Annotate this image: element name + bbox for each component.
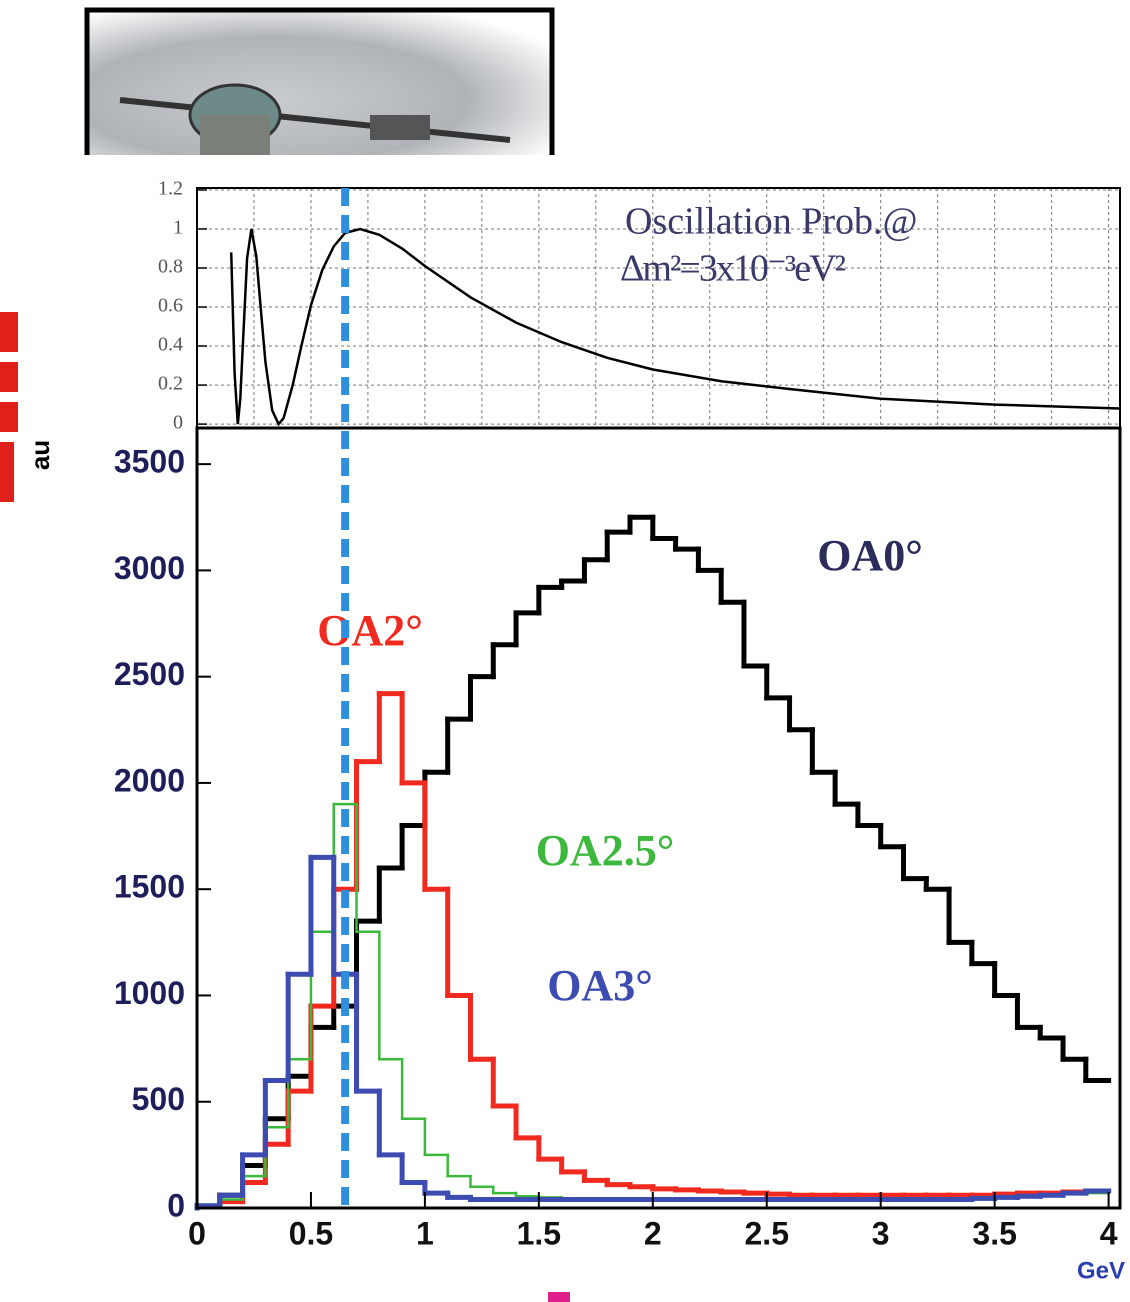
y-tick-label: 1000 (114, 975, 185, 1011)
y-tick-label: 1500 (114, 869, 185, 905)
y-tick-label: 0.6 (158, 295, 183, 317)
y-tick-label: 3000 (114, 550, 185, 586)
y-tick-label: 0.8 (158, 256, 183, 278)
edge-fragments (0, 312, 570, 1302)
plot-frame (195, 426, 1122, 1210)
x-tick-label: 1 (416, 1215, 434, 1251)
x-tick-label: 2.5 (745, 1215, 789, 1251)
y-tick-label: 1.2 (158, 178, 183, 200)
series-label: OA2.5° (536, 826, 675, 875)
y-tick-label: 0.2 (158, 373, 183, 395)
plot-area (194, 514, 1112, 1211)
y-axis-label: au (25, 440, 55, 470)
y-tick-label: 2500 (114, 656, 185, 692)
annotation: Δm²=3x10⁻³eV² (620, 248, 846, 290)
x-tick-label: 3.5 (972, 1215, 1016, 1251)
series-label: OA0° (817, 531, 923, 580)
series-label: OA3° (547, 961, 653, 1010)
x-tick-label: 1.5 (517, 1215, 561, 1251)
y-tick-label: 1 (173, 217, 183, 239)
x-tick-label: 3 (872, 1215, 890, 1251)
y-tick-label: 2000 (114, 762, 185, 798)
y-tick-label: 0 (167, 1187, 185, 1223)
x-tick-label: 2 (644, 1215, 662, 1251)
x-tick-label: 4 (1100, 1215, 1118, 1251)
x-axis-label: GeV (1077, 1257, 1125, 1284)
line (229, 227, 1121, 427)
y-tick-label: 0.4 (158, 334, 183, 356)
y-tick-label: 0 (173, 412, 183, 434)
y-tick-label: 500 (132, 1081, 185, 1117)
x-tick-label: 0 (188, 1215, 206, 1251)
annotation: Oscillation Prob.@ (625, 201, 918, 243)
inset-photo (84, 7, 556, 165)
y-tick-label: 3500 (114, 444, 185, 480)
series-label: OA2° (317, 606, 423, 655)
x-tick-label: 0.5 (289, 1215, 333, 1251)
